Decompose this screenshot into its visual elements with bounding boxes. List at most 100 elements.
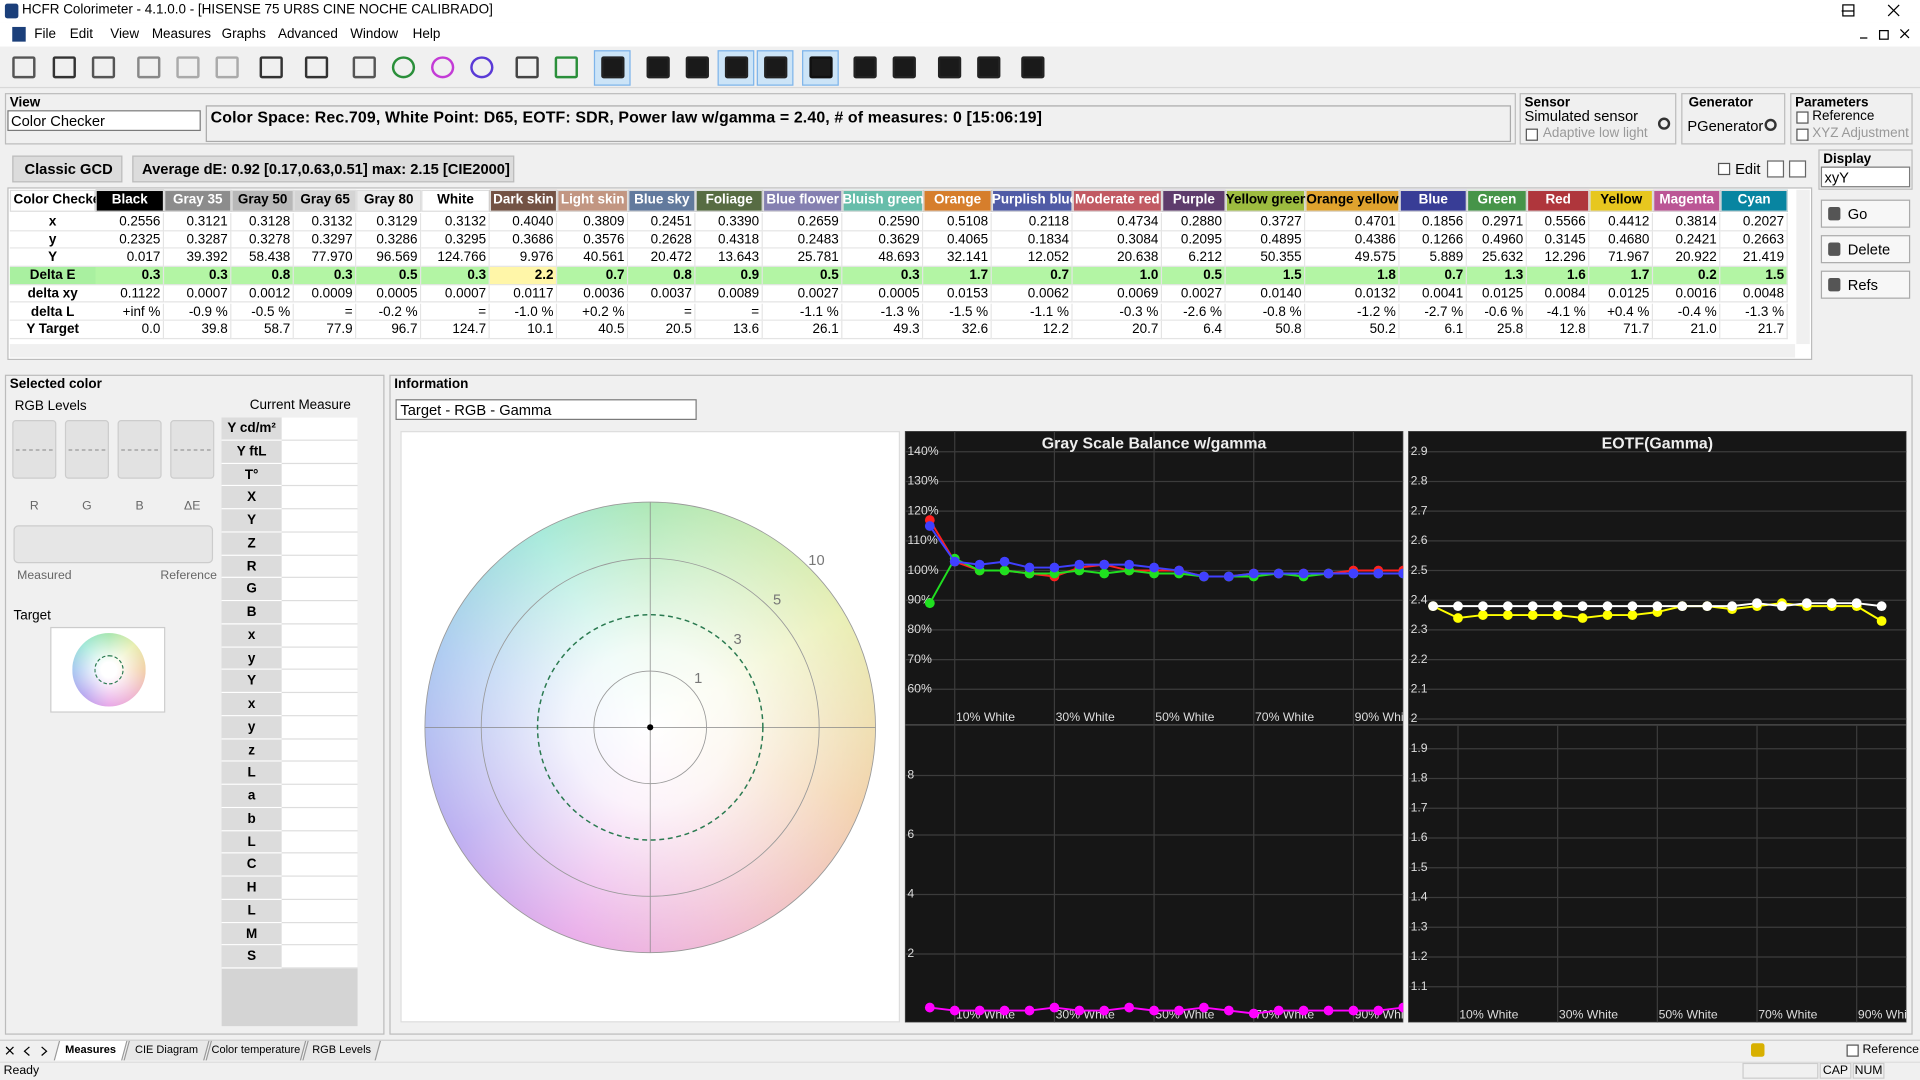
vertical-scrollbar[interactable]	[1796, 189, 1810, 345]
parameter-option[interactable]: XYZ Adjustment	[1812, 126, 1909, 141]
table-cell	[628, 267, 696, 286]
action-button[interactable]	[1820, 199, 1911, 228]
selected-color-title: Selected color	[9, 377, 102, 392]
toolbar-button[interactable]	[809, 56, 833, 79]
tolerance-ring	[480, 557, 820, 897]
data-point	[1273, 1005, 1284, 1016]
cell-value: 0.2971	[1482, 214, 1524, 229]
color-swatch	[13, 525, 214, 564]
table-cell	[356, 303, 422, 322]
toolbar-button[interactable]	[12, 56, 36, 79]
chart-title: EOTF(Gamma)	[1602, 436, 1713, 453]
field-value	[281, 945, 358, 969]
toolbar-button[interactable]	[304, 56, 329, 79]
action-label[interactable]: Delete	[1847, 241, 1891, 259]
field-name-cell	[221, 876, 282, 900]
checkbox[interactable]	[1717, 162, 1731, 176]
toolbar-button[interactable]	[892, 56, 916, 79]
cell-value: 25.8	[1497, 322, 1524, 337]
view-select[interactable]	[7, 110, 201, 132]
horizontal-scrollbar[interactable]	[9, 344, 1796, 358]
checkbox[interactable]	[1796, 128, 1809, 141]
table-cell	[991, 231, 1073, 250]
toolbar-button[interactable]	[685, 56, 709, 79]
toolbar-button[interactable]	[724, 56, 749, 79]
menu-item[interactable]: View	[110, 26, 140, 42]
cell-value: 0.4734	[1117, 214, 1159, 229]
menu-item[interactable]: Window	[350, 26, 399, 42]
checkbox[interactable]	[1846, 1044, 1859, 1057]
checkbox[interactable]	[1796, 111, 1809, 124]
data-point	[1527, 610, 1538, 620]
table-cell	[991, 303, 1073, 322]
parameter-option[interactable]: Reference	[1812, 108, 1875, 124]
mode-button[interactable]	[12, 155, 123, 183]
toolbar-button[interactable]	[176, 56, 200, 79]
reference-toggle[interactable]: Reference	[1862, 1043, 1919, 1057]
toolbar-button[interactable]	[52, 56, 76, 79]
toolbar-button[interactable]	[391, 56, 416, 79]
field-name-cell	[221, 716, 282, 739]
menu-item[interactable]: File	[34, 26, 57, 42]
toolbar-button[interactable]	[470, 56, 494, 79]
action-label[interactable]: Refs	[1847, 276, 1878, 294]
toolbar-button[interactable]	[137, 56, 161, 79]
edit-label[interactable]: Edit	[1735, 160, 1761, 178]
toolbar-button[interactable]	[764, 56, 788, 79]
graph-select[interactable]	[395, 399, 697, 420]
toolbar-button[interactable]	[431, 56, 455, 79]
toolbar-button[interactable]	[853, 56, 877, 79]
table-cell	[421, 285, 490, 304]
sheet-tab-label[interactable]: Color temperature	[211, 1043, 301, 1056]
toolbar-button[interactable]	[601, 56, 625, 79]
table-cell	[293, 303, 357, 322]
toolbar-button[interactable]	[91, 56, 116, 79]
display-select[interactable]	[1820, 166, 1911, 188]
action-label[interactable]: Go	[1847, 205, 1868, 223]
column-name: Gray 65	[300, 192, 350, 207]
menu-item[interactable]: Advanced	[277, 26, 338, 42]
toolbar-button[interactable]	[554, 56, 578, 79]
column-name: Orange	[933, 192, 982, 207]
toolbar-button[interactable]	[259, 56, 283, 79]
cell-value: 1.3	[1504, 268, 1524, 283]
toolbar-button[interactable]	[646, 56, 670, 79]
cell-value: 21.419	[1742, 250, 1785, 265]
checkbox[interactable]	[1525, 128, 1538, 141]
field-value	[281, 463, 358, 487]
toolbar-button[interactable]	[937, 56, 962, 79]
sensor-settings[interactable]	[1657, 117, 1671, 130]
table-cell	[231, 267, 294, 286]
toolbar-button[interactable]	[1021, 56, 1045, 79]
measure-scrollbar[interactable]	[359, 417, 375, 1027]
table-cell	[695, 303, 763, 322]
field-name: Y	[247, 673, 257, 689]
menu-item[interactable]: Graphs	[221, 26, 266, 42]
cell-value: 0.1122	[120, 286, 161, 301]
field-value	[281, 876, 358, 900]
field-name-cell	[221, 784, 282, 808]
sheet-tab-label[interactable]: RGB Levels	[312, 1043, 372, 1056]
cell-value: -0.9 %	[188, 304, 228, 319]
sheet-tab-label[interactable]: CIE Diagram	[134, 1043, 199, 1056]
sheet-tab-label[interactable]: Measures	[65, 1043, 117, 1056]
toolbar-button[interactable]	[515, 56, 539, 79]
remove-button[interactable]	[1788, 160, 1807, 178]
toolbar-button[interactable]	[352, 56, 376, 79]
cell-value: 0.2880	[1180, 214, 1223, 229]
cell-value: -1.1 %	[799, 304, 839, 319]
table-cell	[293, 213, 357, 232]
menu-item[interactable]: Edit	[69, 26, 94, 42]
table-cell	[489, 231, 558, 250]
toolbar-button[interactable]	[215, 56, 239, 79]
menu-item[interactable]: Measures	[151, 26, 211, 42]
average-de: Average dE: 0.92 [0.17,0.63,0.51] max: 2…	[142, 160, 510, 178]
add-button[interactable]	[1766, 160, 1785, 178]
toolbar-button[interactable]	[977, 56, 1001, 79]
data-point	[1398, 568, 1404, 579]
menu-item[interactable]: Help	[412, 26, 441, 42]
data-point	[999, 1005, 1010, 1016]
column-name: Gray 80	[364, 192, 414, 207]
generator-settings[interactable]	[1764, 118, 1777, 132]
sensor-label: Sensor	[1524, 95, 1571, 111]
